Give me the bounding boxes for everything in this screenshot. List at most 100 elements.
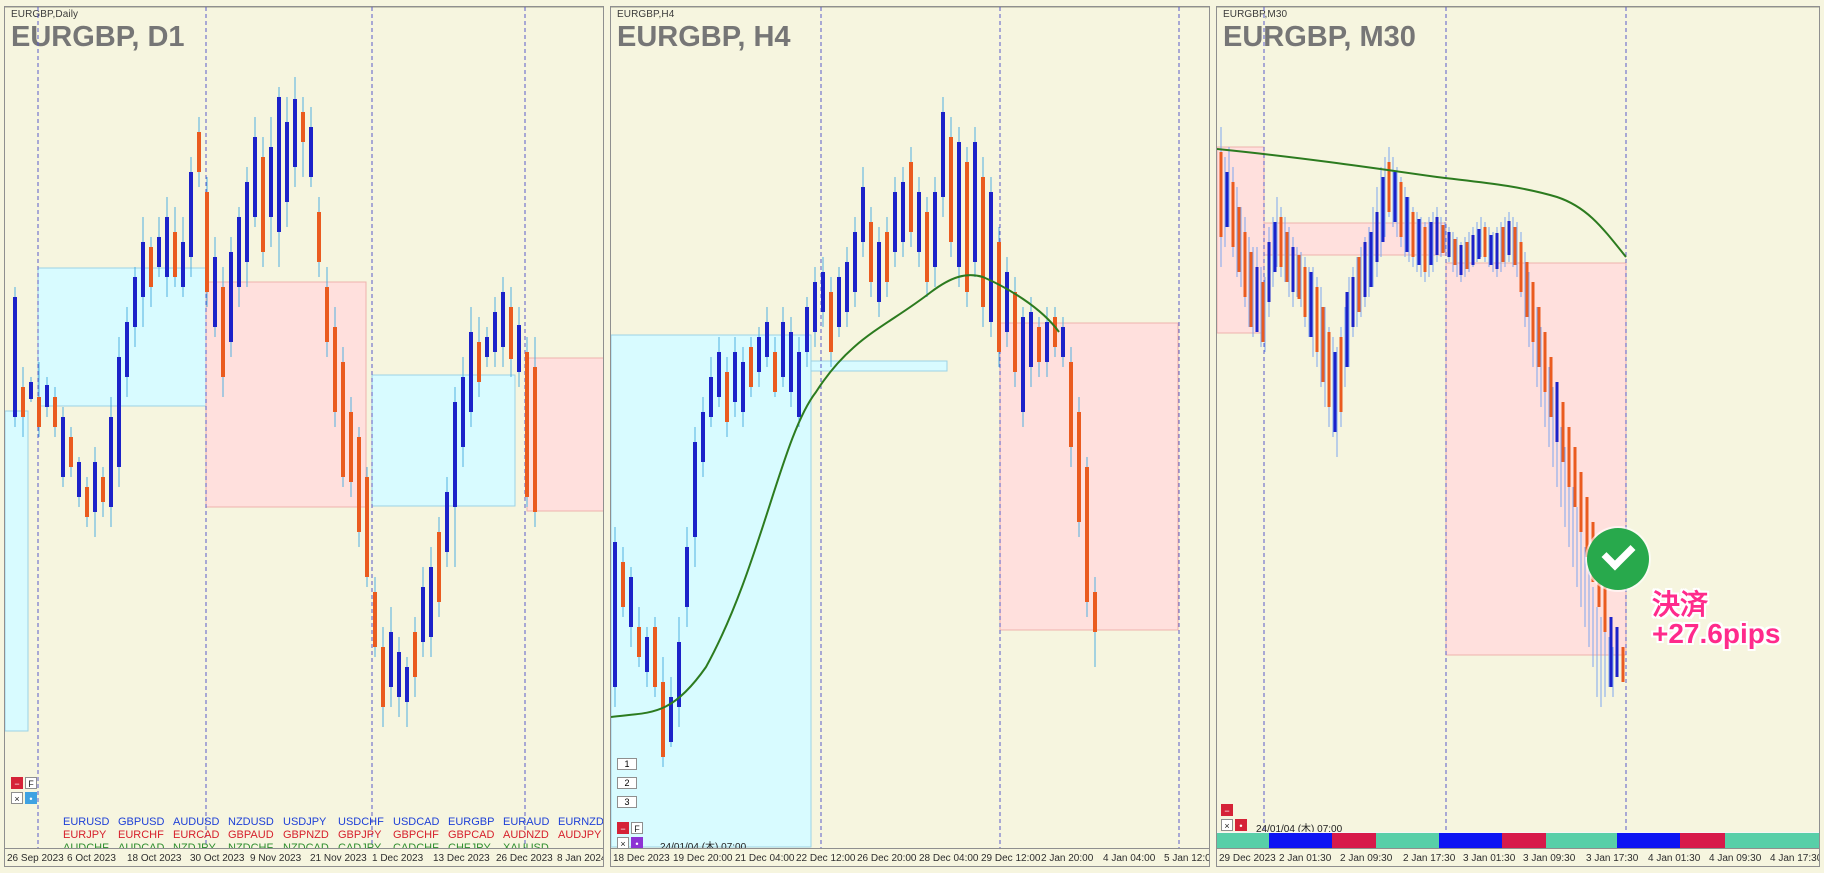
h4-marker-1-button[interactable]: 1 xyxy=(617,758,637,770)
pair-gbpusd[interactable]: GBPUSD xyxy=(118,816,165,828)
daily-axis-label-2: 6 Oct 2023 xyxy=(67,853,116,864)
pair-usdcad[interactable]: USDCAD xyxy=(393,816,440,828)
m30-red-toggle[interactable]: • xyxy=(1235,819,1247,831)
pair-gbpchf[interactable]: GBPCHF xyxy=(393,829,439,841)
m30-axis-label-1: 29 Dec 2023 xyxy=(1219,853,1276,864)
pair-eurusd[interactable]: EURUSD xyxy=(63,816,110,828)
m30-axis-label-9: 4 Jan 09:30 xyxy=(1709,853,1762,864)
currency-pair-row-2: EURJPY EURCHF EURCAD GBPAUD GBPNZD GBPJP… xyxy=(63,829,603,842)
h4-chart-canvas xyxy=(611,7,1180,849)
pair-eurgbp[interactable]: EURGBP xyxy=(448,816,495,828)
m30-axis-label-4: 2 Jan 17:30 xyxy=(1403,853,1456,864)
m30-time-axis: 29 Dec 2023 2 Jan 01:30 2 Jan 09:30 2 Ja… xyxy=(1217,848,1819,866)
h4-panel-top-border xyxy=(611,7,1209,8)
daily-axis-label-8: 13 Dec 2023 xyxy=(433,853,490,864)
daily-axis-label-5: 9 Nov 2023 xyxy=(250,853,302,864)
daily-axis-label-7: 1 Dec 2023 xyxy=(372,853,424,864)
daily-resistance-zone-2 xyxy=(526,357,603,512)
pair-gbpaud[interactable]: GBPAUD xyxy=(228,829,274,841)
m30-resistance-zone-main xyxy=(1445,262,1627,656)
pair-audusd[interactable]: AUDUSD xyxy=(173,816,220,828)
m30-axis-label-2: 2 Jan 01:30 xyxy=(1279,853,1332,864)
h4-marker-2-button[interactable]: 2 xyxy=(617,777,637,789)
daily-close-button[interactable]: × xyxy=(11,792,23,804)
settlement-check-icon xyxy=(1587,528,1649,590)
h4-support-zone-mid xyxy=(810,360,948,372)
m30-axis-label-3: 2 Jan 09:30 xyxy=(1340,853,1393,864)
h4-f-button[interactable]: F xyxy=(631,822,643,834)
daily-axis-label-4: 30 Oct 2023 xyxy=(190,853,245,864)
h4-chart-title: EURGBP, H4 xyxy=(617,21,791,53)
daily-support-zone xyxy=(37,267,207,407)
pair-audjpy[interactable]: AUDJPY xyxy=(558,829,602,841)
m30-axis-label-7: 3 Jan 17:30 xyxy=(1586,853,1639,864)
daily-time-axis: 26 Sep 2023 6 Oct 2023 18 Oct 2023 30 Oc… xyxy=(5,848,603,866)
daily-chart-title: EURGBP, D1 xyxy=(11,21,185,53)
currency-pair-row-1: EURUSD GBPUSD AUDUSD NZDUSD USDJPY USDCH… xyxy=(63,816,603,829)
daily-left-zone xyxy=(5,410,29,732)
m30-panel-top-border xyxy=(1217,7,1819,8)
h4-axis-label-9: 4 Jan 04:00 xyxy=(1103,853,1156,864)
pair-euraud[interactable]: EURAUD xyxy=(503,816,550,828)
h4-axis-label-4: 22 Dec 12:00 xyxy=(796,853,856,864)
daily-support-zone-2 xyxy=(371,374,516,507)
h4-moving-average xyxy=(611,274,1060,718)
h4-chart-panel[interactable]: EURGBP,H4 EURGBP, H4 xyxy=(610,6,1210,867)
m30-chart-panel[interactable]: EURGBP,M30 EURGBP, M30 xyxy=(1216,6,1820,867)
h4-marker-3-button[interactable]: 3 xyxy=(617,796,637,808)
m30-axis-label-8: 4 Jan 01:30 xyxy=(1648,853,1701,864)
pair-eurnzd[interactable]: EURNZD xyxy=(558,816,604,828)
m30-chart-title: EURGBP, M30 xyxy=(1223,21,1416,53)
h4-axis-label-1: 18 Dec 2023 xyxy=(613,853,670,864)
h4-candles xyxy=(613,97,1097,767)
m30-axis-label-6: 3 Jan 09:30 xyxy=(1523,853,1576,864)
h4-grid xyxy=(820,7,1180,849)
daily-f-button[interactable]: F xyxy=(25,777,37,789)
pair-gbpjpy[interactable]: GBPJPY xyxy=(338,829,382,841)
daily-chart-panel[interactable]: EURGBP,Daily EURGBP, D1 xyxy=(4,6,604,867)
daily-axis-label-3: 18 Oct 2023 xyxy=(127,853,182,864)
settlement-result-line-1: 決済 xyxy=(1652,589,1709,620)
settlement-result-text: 決済 +27.6pips xyxy=(1652,590,1780,648)
m30-moving-average xyxy=(1217,148,1627,258)
m30-axis-label-5: 3 Jan 01:30 xyxy=(1463,853,1516,864)
m30-close-button[interactable]: × xyxy=(1221,819,1233,831)
m30-chart-canvas xyxy=(1217,7,1627,849)
daily-candles xyxy=(13,77,537,727)
daily-axis-label-6: 21 Nov 2023 xyxy=(310,853,367,864)
daily-axis-label-10: 8 Jan 2024 xyxy=(557,853,604,864)
daily-chart-small-title: EURGBP,Daily xyxy=(11,9,79,20)
m30-grid xyxy=(1263,7,1627,849)
pair-nzdusd[interactable]: NZDUSD xyxy=(228,816,274,828)
daily-chart-canvas xyxy=(5,7,603,849)
h4-chart-small-title: EURGBP,H4 xyxy=(617,9,675,20)
pair-eurcad[interactable]: EURCAD xyxy=(173,829,220,841)
h4-time-axis: 18 Dec 2023 19 Dec 20:00 21 Dec 04:00 22… xyxy=(611,848,1209,866)
m30-axis-label-10: 4 Jan 17:30 xyxy=(1770,853,1820,864)
daily-blue-toggle[interactable]: • xyxy=(25,792,37,804)
h4-axis-label-7: 29 Dec 12:00 xyxy=(981,853,1041,864)
h4-chart-zones xyxy=(611,322,1179,848)
pair-gbpnzd[interactable]: GBPNZD xyxy=(283,829,329,841)
h4-timestamp: 24/01/04 (木) 07:00 xyxy=(660,838,746,853)
h4-axis-label-5: 26 Dec 20:00 xyxy=(857,853,917,864)
h4-axis-label-2: 19 Dec 20:00 xyxy=(673,853,733,864)
h4-purple-toggle[interactable]: • xyxy=(631,837,643,849)
pair-gbpcad[interactable]: GBPCAD xyxy=(448,829,495,841)
daily-axis-label-9: 26 Dec 2023 xyxy=(496,853,553,864)
h4-axis-label-3: 21 Dec 04:00 xyxy=(735,853,795,864)
settlement-result-line-2: +27.6pips xyxy=(1652,618,1781,649)
h4-minimize-button[interactable]: − xyxy=(617,822,629,834)
m30-minimize-button[interactable]: − xyxy=(1221,804,1233,816)
daily-axis-label-1: 26 Sep 2023 xyxy=(7,853,64,864)
h4-axis-label-8: 2 Jan 20:00 xyxy=(1041,853,1094,864)
daily-minimize-button[interactable]: − xyxy=(11,777,23,789)
pair-usdjpy[interactable]: USDJPY xyxy=(283,816,327,828)
pair-eurchf[interactable]: EURCHF xyxy=(118,829,164,841)
m30-chart-small-title: EURGBP,M30 xyxy=(1223,9,1288,20)
m30-timestamp: 24/01/04 (木) 07:00 xyxy=(1256,824,1343,835)
m30-chart-zones xyxy=(1217,146,1627,656)
pair-eurjpy[interactable]: EURJPY xyxy=(63,829,107,841)
pair-usdchf[interactable]: USDCHF xyxy=(338,816,384,828)
pair-audnzd[interactable]: AUDNZD xyxy=(503,829,549,841)
